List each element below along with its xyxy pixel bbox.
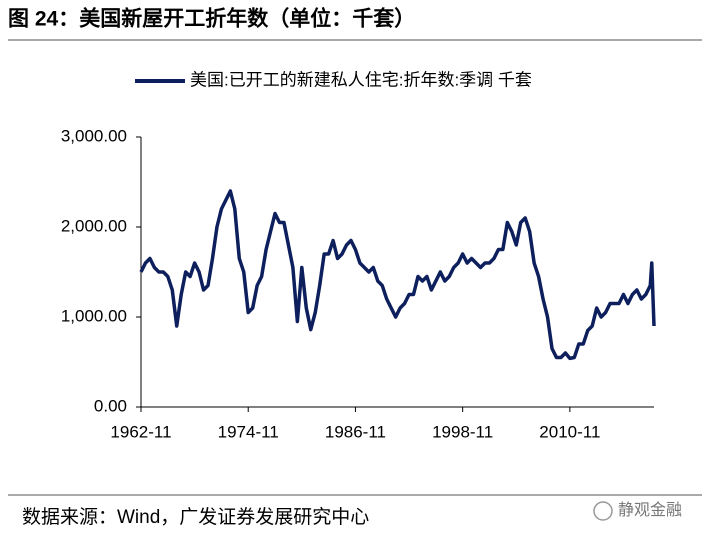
series-line [139, 189, 656, 361]
source: 数据来源：Wind，广发证券发展研究中心 [22, 506, 369, 528]
watermark: 静观金融 [618, 501, 682, 519]
watermark-icon [593, 501, 613, 521]
x-tick-label: 1998-11 [432, 422, 493, 441]
y-tick-label: 1,000.00 [61, 306, 127, 325]
y-tick-label: 0.00 [94, 396, 127, 415]
x-tick-label: 2010-11 [539, 422, 600, 441]
y-tick-label: 3,000.00 [61, 126, 127, 145]
y-tick-label: 2,000.00 [61, 216, 127, 235]
x-tick-label: 1986-11 [325, 422, 386, 441]
x-tick-label: 1962-11 [110, 422, 171, 441]
legend-label: 美国:已开工的新建私人住宅:折年数:季调 千套 [190, 70, 532, 89]
x-tick-label: 1974-11 [218, 422, 279, 441]
page-title: 图 24：美国新屋开工折年数（单位：千套） [8, 7, 415, 31]
